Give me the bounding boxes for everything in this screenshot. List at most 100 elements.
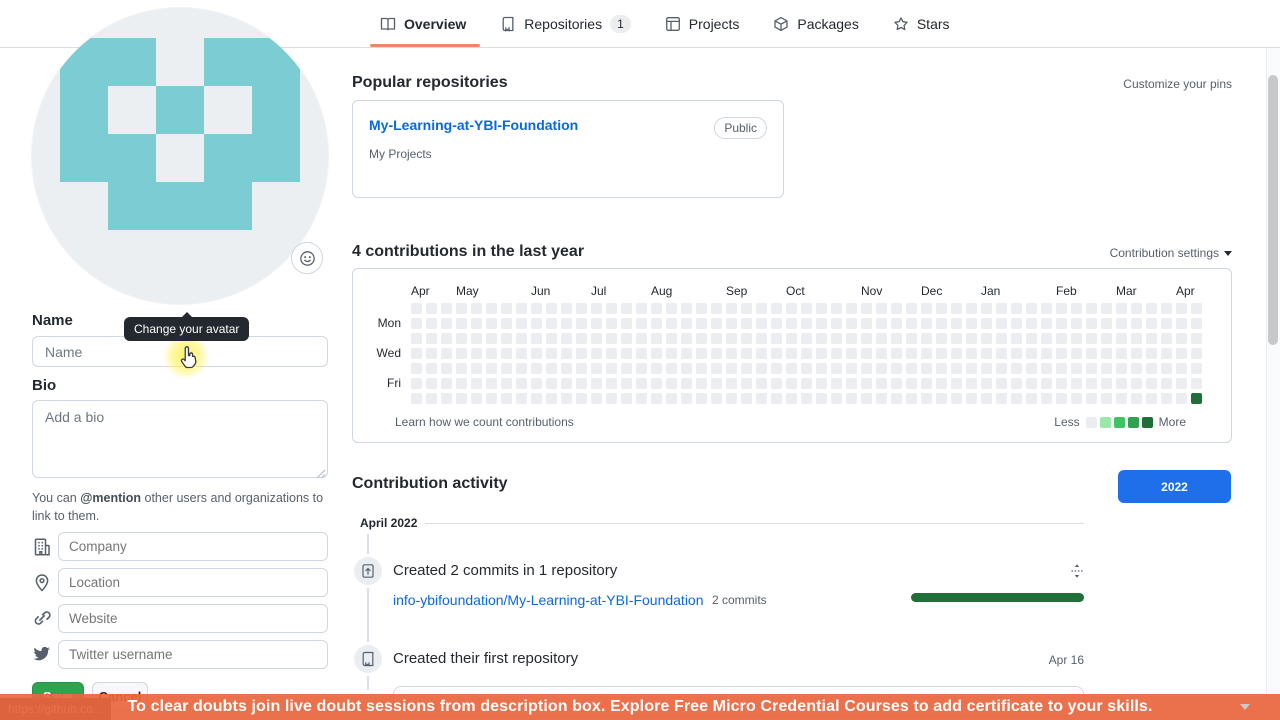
- contribution-cell[interactable]: [576, 318, 587, 329]
- contribution-cell[interactable]: [591, 378, 602, 389]
- contribution-cell[interactable]: [831, 378, 842, 389]
- bio-input[interactable]: [32, 400, 328, 478]
- location-input[interactable]: [58, 568, 328, 597]
- contribution-cell[interactable]: [891, 378, 902, 389]
- contribution-cell[interactable]: [1056, 363, 1067, 374]
- contribution-cell[interactable]: [861, 378, 872, 389]
- contribution-cell[interactable]: [846, 333, 857, 344]
- resize-handle-icon[interactable]: [316, 466, 326, 484]
- contribution-cell[interactable]: [456, 318, 467, 329]
- contribution-cell[interactable]: [1131, 303, 1142, 314]
- contribution-cell[interactable]: [726, 393, 737, 404]
- contribution-cell[interactable]: [1041, 318, 1052, 329]
- contribution-cell[interactable]: [471, 333, 482, 344]
- contribution-cell[interactable]: [906, 363, 917, 374]
- contribution-cell[interactable]: [561, 333, 572, 344]
- contribution-cell[interactable]: [411, 318, 422, 329]
- contribution-cell[interactable]: [1131, 393, 1142, 404]
- contribution-settings-dropdown[interactable]: Contribution settings: [1110, 246, 1232, 260]
- contribution-cell[interactable]: [981, 393, 992, 404]
- year-filter-button[interactable]: 2022: [1118, 470, 1231, 503]
- contribution-cell[interactable]: [411, 333, 422, 344]
- contribution-cell[interactable]: [606, 393, 617, 404]
- contribution-cell[interactable]: [981, 303, 992, 314]
- contribution-cell[interactable]: [501, 363, 512, 374]
- contribution-cell[interactable]: [1056, 318, 1067, 329]
- contribution-cell[interactable]: [966, 333, 977, 344]
- twitter-input[interactable]: [58, 640, 328, 669]
- contribution-cell[interactable]: [996, 363, 1007, 374]
- contribution-cell[interactable]: [501, 303, 512, 314]
- contribution-cell[interactable]: [591, 318, 602, 329]
- contribution-cell[interactable]: [801, 348, 812, 359]
- contribution-cell[interactable]: [741, 363, 752, 374]
- contribution-cell[interactable]: [906, 393, 917, 404]
- contribution-cell[interactable]: [471, 318, 482, 329]
- contribution-cell[interactable]: [606, 348, 617, 359]
- contribution-cell[interactable]: [621, 303, 632, 314]
- contribution-cell[interactable]: [1176, 348, 1187, 359]
- contribution-cell[interactable]: [951, 378, 962, 389]
- unfold-icon[interactable]: [1068, 562, 1086, 582]
- contribution-cell[interactable]: [1011, 378, 1022, 389]
- contribution-cell[interactable]: [1056, 348, 1067, 359]
- contribution-cell[interactable]: [696, 393, 707, 404]
- contribution-cell[interactable]: [1176, 363, 1187, 374]
- contribution-cell[interactable]: [996, 378, 1007, 389]
- contribution-cell[interactable]: [546, 333, 557, 344]
- contribution-cell[interactable]: [1146, 393, 1157, 404]
- contribution-cell[interactable]: [1191, 378, 1202, 389]
- contribution-cell[interactable]: [1041, 303, 1052, 314]
- contribution-cell[interactable]: [726, 303, 737, 314]
- contribution-cell[interactable]: [891, 303, 902, 314]
- contribution-cell[interactable]: [1161, 363, 1172, 374]
- contribution-cell[interactable]: [1191, 393, 1202, 404]
- contribution-cell[interactable]: [816, 318, 827, 329]
- commit-repo-link[interactable]: info-ybifoundation/My-Learning-at-YBI-Fo…: [393, 592, 704, 608]
- contribution-cell[interactable]: [651, 393, 662, 404]
- contribution-cell[interactable]: [996, 393, 1007, 404]
- contribution-cell[interactable]: [1026, 303, 1037, 314]
- contribution-cell[interactable]: [471, 303, 482, 314]
- contribution-cell[interactable]: [1086, 318, 1097, 329]
- contribution-cell[interactable]: [966, 393, 977, 404]
- contribution-cell[interactable]: [936, 348, 947, 359]
- contribution-cell[interactable]: [696, 348, 707, 359]
- contribution-cell[interactable]: [831, 348, 842, 359]
- contribution-cell[interactable]: [486, 363, 497, 374]
- contribution-cell[interactable]: [1131, 363, 1142, 374]
- contribution-cell[interactable]: [846, 378, 857, 389]
- contribution-cell[interactable]: [816, 348, 827, 359]
- contribution-cell[interactable]: [411, 363, 422, 374]
- contribution-cell[interactable]: [996, 348, 1007, 359]
- contribution-cell[interactable]: [756, 393, 767, 404]
- contribution-cell[interactable]: [1011, 348, 1022, 359]
- contribution-cell[interactable]: [816, 363, 827, 374]
- contribution-cell[interactable]: [636, 393, 647, 404]
- contribution-cell[interactable]: [846, 303, 857, 314]
- contribution-cell[interactable]: [546, 348, 557, 359]
- contribution-cell[interactable]: [591, 333, 602, 344]
- tab-packages[interactable]: Packages: [773, 16, 859, 32]
- contribution-cell[interactable]: [1131, 333, 1142, 344]
- contribution-cell[interactable]: [681, 333, 692, 344]
- contribution-cell[interactable]: [426, 363, 437, 374]
- contribution-cell[interactable]: [1191, 303, 1202, 314]
- contribution-cell[interactable]: [1011, 303, 1022, 314]
- contribution-cell[interactable]: [681, 378, 692, 389]
- contribution-cell[interactable]: [1101, 378, 1112, 389]
- contribution-cell[interactable]: [1101, 333, 1112, 344]
- contribution-cell[interactable]: [1116, 363, 1127, 374]
- contribution-cell[interactable]: [966, 363, 977, 374]
- contribution-cell[interactable]: [1101, 318, 1112, 329]
- contribution-cell[interactable]: [771, 333, 782, 344]
- contribution-cell[interactable]: [786, 348, 797, 359]
- contribution-cell[interactable]: [621, 378, 632, 389]
- contribution-cell[interactable]: [411, 348, 422, 359]
- contribution-cell[interactable]: [501, 333, 512, 344]
- contribution-cell[interactable]: [456, 303, 467, 314]
- contribution-cell[interactable]: [1146, 378, 1157, 389]
- contribution-cell[interactable]: [891, 348, 902, 359]
- contribution-cell[interactable]: [996, 318, 1007, 329]
- contribution-cell[interactable]: [1056, 393, 1067, 404]
